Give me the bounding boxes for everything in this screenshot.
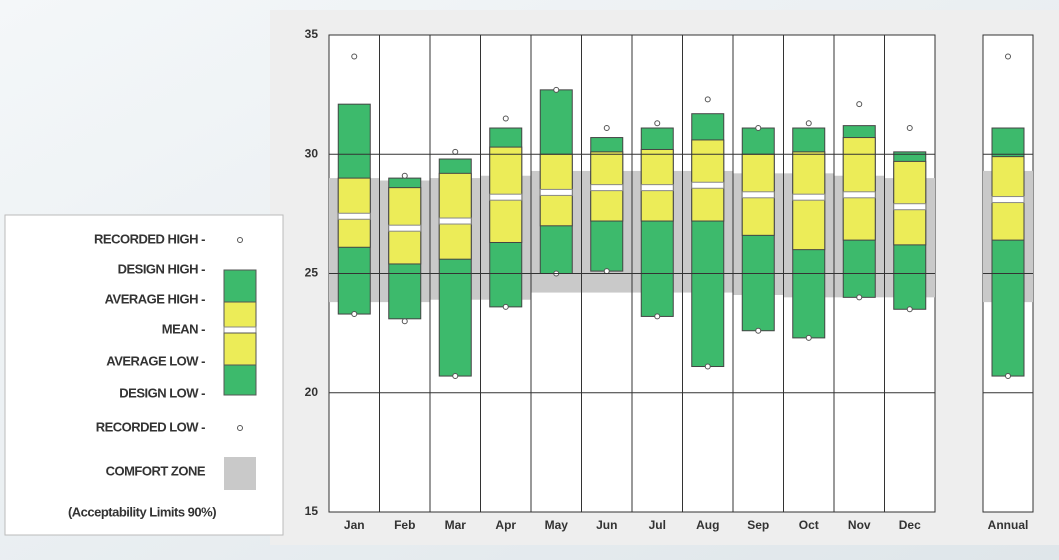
- x-tick-label: Aug: [696, 518, 719, 532]
- recorded-high: [654, 120, 661, 127]
- legend-dot: [237, 425, 243, 431]
- legend: RECORDED HIGH - DESIGN HIGH - AVERAGE HI…: [68, 231, 257, 519]
- legend-label: MEAN -: [162, 321, 205, 336]
- legend-swatch: [223, 301, 257, 328]
- mean: [792, 193, 826, 201]
- y-tick-label: 15: [305, 504, 319, 518]
- recorded-high: [755, 125, 762, 132]
- recorded-high: [502, 115, 509, 122]
- x-tick-label: Oct: [799, 518, 819, 532]
- x-tick-label: Apr: [495, 518, 516, 532]
- x-tick-label: Jul: [649, 518, 666, 532]
- legend-note: (Acceptability Limits 90%): [68, 504, 216, 519]
- recorded-low: [805, 334, 812, 341]
- mean: [893, 203, 927, 211]
- x-tick-label: Sep: [747, 518, 769, 532]
- x-tick-label: Annual: [988, 518, 1029, 532]
- legend-label: AVERAGE HIGH -: [105, 291, 206, 306]
- mean: [489, 193, 523, 201]
- mean: [691, 181, 725, 189]
- legend-label: DESIGN LOW -: [119, 385, 205, 400]
- recorded-low: [452, 373, 459, 380]
- recorded-high: [603, 125, 610, 132]
- x-tick-label: Jun: [596, 518, 617, 532]
- legend-label: RECORDED LOW -: [96, 419, 205, 434]
- legend-label: RECORDED HIGH -: [94, 231, 205, 246]
- recorded-low: [856, 294, 863, 301]
- x-tick-label: Mar: [445, 518, 467, 532]
- recorded-low: [906, 306, 913, 313]
- legend-swatch: [223, 326, 257, 334]
- mean: [590, 184, 624, 192]
- mean: [741, 191, 775, 199]
- mean: [991, 196, 1025, 204]
- x-tick-label: Nov: [848, 518, 871, 532]
- mean: [539, 188, 573, 196]
- average-range: [792, 151, 826, 251]
- legend-swatch: [223, 364, 257, 396]
- average-range: [438, 172, 472, 260]
- legend-swatch: [223, 332, 257, 366]
- recorded-low: [755, 327, 762, 334]
- recorded-low: [401, 318, 408, 325]
- y-tick-label: 35: [305, 27, 319, 41]
- recorded-high: [1005, 53, 1011, 60]
- average-range: [337, 177, 371, 248]
- mean: [388, 224, 422, 232]
- recorded-low: [502, 303, 509, 310]
- x-tick-label: Dec: [899, 518, 921, 532]
- y-tick-label: 20: [305, 385, 319, 399]
- y-tick-label: 30: [305, 146, 319, 160]
- recorded-low: [603, 268, 610, 275]
- legend-swatch: [223, 269, 257, 303]
- recorded-high: [906, 125, 913, 132]
- x-tick-label: May: [545, 518, 569, 532]
- mean: [640, 184, 674, 192]
- recorded-high: [351, 53, 358, 60]
- average-range: [893, 160, 927, 246]
- recorded-high: [856, 101, 863, 108]
- legend-label: AVERAGE LOW -: [106, 353, 205, 368]
- mean: [842, 191, 876, 199]
- average-range: [691, 139, 725, 222]
- recorded-low: [1005, 373, 1011, 380]
- recorded-high: [452, 148, 459, 155]
- x-tick-label: Feb: [394, 518, 415, 532]
- recorded-low: [704, 363, 711, 370]
- average-range: [842, 137, 876, 241]
- legend-dot: [237, 237, 243, 243]
- x-tick-label: Jan: [344, 518, 365, 532]
- recorded-high: [704, 96, 711, 103]
- recorded-high: [553, 86, 560, 93]
- recorded-high: [401, 172, 408, 179]
- recorded-high: [805, 120, 812, 127]
- recorded-low: [654, 313, 661, 320]
- mean: [337, 212, 371, 220]
- mean: [438, 217, 472, 225]
- legend-label: DESIGN HIGH -: [118, 261, 206, 276]
- y-tick-label: 25: [305, 266, 319, 280]
- recorded-low: [351, 311, 358, 318]
- legend-swatch: [224, 457, 256, 490]
- legend-label: COMFORT ZONE: [106, 463, 206, 478]
